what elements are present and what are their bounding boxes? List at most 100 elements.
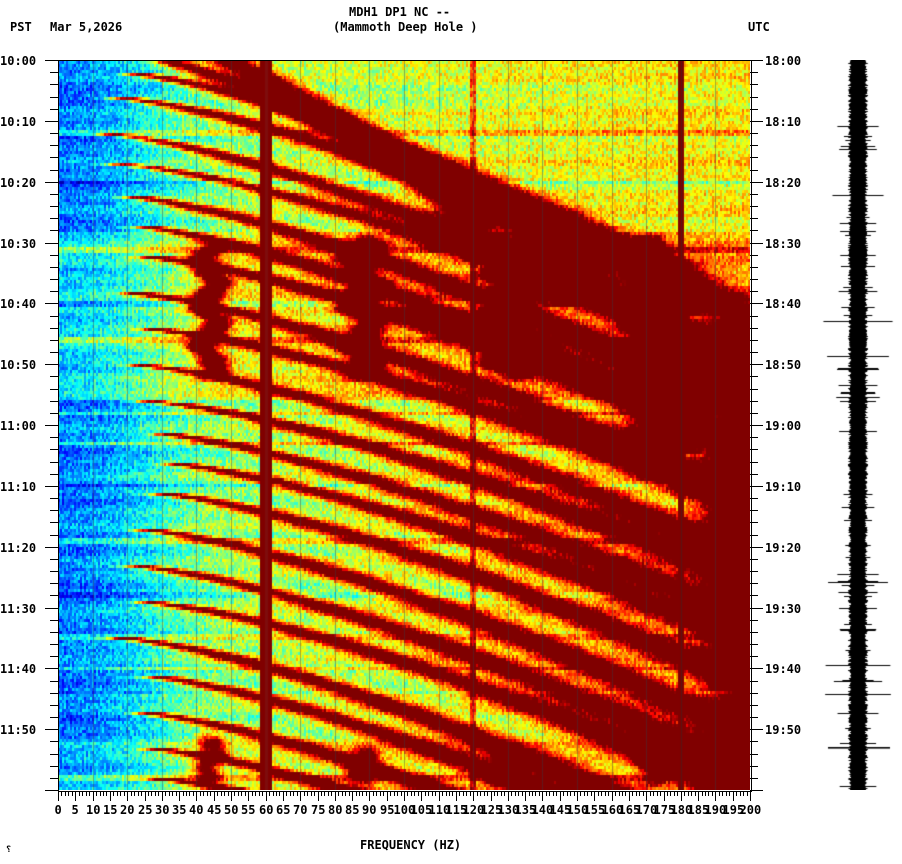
axis-tick [50, 279, 58, 280]
axis-tick [598, 791, 599, 796]
axis-tick [750, 717, 758, 718]
axis-tick [750, 316, 758, 317]
axis-tick-label: 40 [189, 803, 204, 817]
axis-tick [210, 791, 211, 796]
axis-tick [439, 791, 440, 801]
axis-tick [106, 791, 107, 796]
axis-tick [691, 791, 692, 796]
axis-tick [750, 145, 758, 146]
axis-tick [390, 791, 391, 796]
axis-tick [750, 791, 751, 801]
axis-tick [591, 791, 592, 796]
axis-tick [639, 791, 640, 796]
axis-tick [529, 791, 530, 796]
axis-tick [248, 791, 249, 801]
axis-tick [352, 791, 353, 801]
axis-tick [432, 791, 433, 796]
axis-tick [50, 170, 58, 171]
amplitude-trace-canvas [820, 60, 902, 790]
axis-tick-label: 65 [276, 803, 291, 817]
axis-tick [50, 705, 58, 706]
axis-tick [234, 791, 235, 796]
axis-tick [50, 681, 58, 682]
axis-tick [677, 791, 678, 796]
axis-tick [252, 791, 253, 796]
axis-tick [688, 791, 689, 796]
axis-tick [750, 267, 758, 268]
axis-tick [131, 791, 132, 796]
axis-tick [369, 791, 370, 801]
axis-tick [546, 791, 547, 796]
axis-tick [186, 791, 187, 796]
axis-tick [750, 84, 758, 85]
axis-tick-label: 160 [601, 803, 624, 817]
axis-tick [750, 328, 758, 329]
axis-tick [45, 303, 58, 304]
axis-tick [480, 791, 481, 796]
axis-tick [183, 791, 184, 796]
axis-tick-label: 145 [549, 803, 572, 817]
axis-tick [542, 791, 543, 801]
axis-tick [314, 791, 315, 796]
axis-tick [169, 791, 170, 796]
header-date: Mar 5,2026 [50, 20, 123, 34]
axis-tick [373, 791, 374, 796]
axis-tick-label: 135 [514, 803, 537, 817]
axis-tick [200, 791, 201, 796]
axis-tick [50, 437, 58, 438]
axis-tick [636, 791, 637, 796]
axis-tick [45, 121, 58, 122]
axis-tick [632, 791, 633, 796]
axis-tick [394, 791, 395, 796]
axis-tick [380, 791, 381, 796]
axis-tick [556, 791, 557, 796]
axis-tick [515, 791, 516, 796]
axis-tick [50, 583, 58, 584]
axis-tick [670, 791, 671, 796]
axis-tick [646, 791, 647, 801]
axis-tick [356, 791, 357, 796]
axis-tick [387, 791, 388, 801]
axis-tick [279, 791, 280, 796]
axis-tick-label: 18:10 [765, 115, 802, 129]
axis-tick [446, 791, 447, 796]
axis-tick [605, 791, 606, 796]
axis-tick [733, 791, 734, 801]
axis-tick [217, 791, 218, 796]
axis-tick [238, 791, 239, 796]
axis-tick-label: 19:00 [765, 419, 802, 433]
axis-tick-label: 115 [445, 803, 468, 817]
axis-tick [50, 449, 58, 450]
axis-tick [698, 791, 699, 801]
axis-tick-label: 5 [71, 803, 79, 817]
axis-tick [750, 182, 763, 183]
axis-tick [484, 791, 485, 796]
axis-tick [522, 791, 523, 796]
axis-tick [331, 791, 332, 796]
axis-tick [708, 791, 709, 796]
axis-tick-label: 19:20 [765, 541, 802, 555]
axis-tick [50, 145, 58, 146]
axis-tick [50, 72, 58, 73]
axis-tick [532, 791, 533, 796]
axis-tick [750, 425, 763, 426]
axis-tick [221, 791, 222, 796]
axis-tick-label: 11:30 [0, 602, 37, 616]
axis-tick [58, 791, 59, 801]
axis-tick [750, 729, 763, 730]
axis-tick [231, 791, 232, 801]
axis-tick [290, 791, 291, 796]
axis-tick [82, 791, 83, 796]
axis-tick [383, 791, 384, 796]
axis-tick [702, 791, 703, 796]
axis-tick-label: 10 [86, 803, 101, 817]
amplitude-trace [820, 60, 902, 790]
axis-tick [86, 791, 87, 796]
axis-tick [539, 791, 540, 796]
axis-tick-label: 125 [480, 803, 503, 817]
axis-tick [286, 791, 287, 796]
axis-tick-label: 0 [54, 803, 62, 817]
axis-tick [120, 791, 121, 796]
axis-tick [376, 791, 377, 796]
axis-tick [266, 791, 267, 801]
